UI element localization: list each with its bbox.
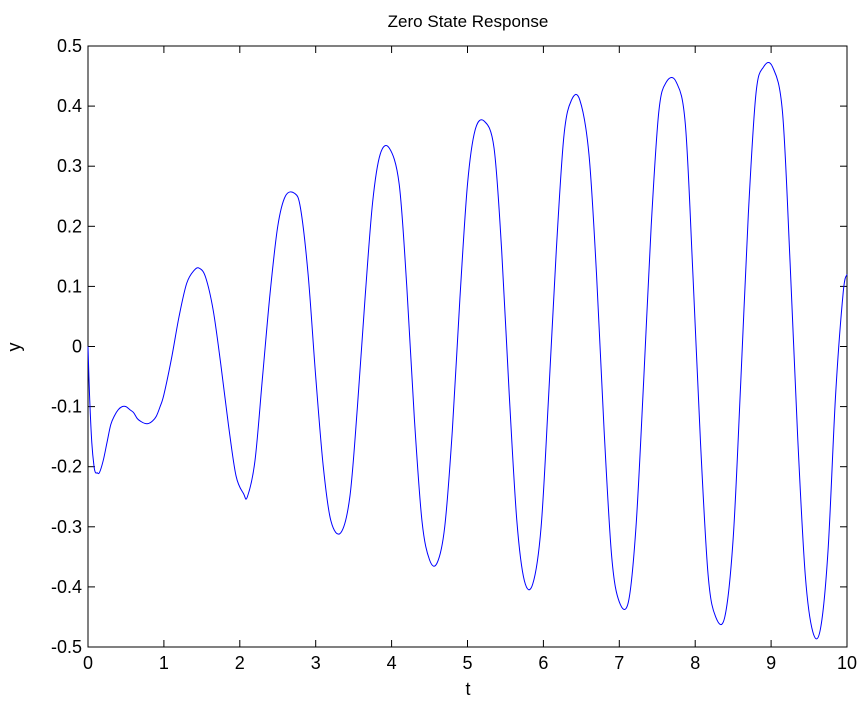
- x-tick-label: 8: [690, 653, 700, 673]
- x-tick-label: 1: [159, 653, 169, 673]
- x-tick-label: 4: [387, 653, 397, 673]
- y-tick-label: -0.4: [51, 577, 82, 597]
- y-tick-label: 0.3: [57, 156, 82, 176]
- x-tick-label: 6: [538, 653, 548, 673]
- x-axis-tick-labels: 0 1 2 3 4 5 6 7 8 9 10: [83, 653, 857, 673]
- y-axis-label: y: [4, 343, 24, 352]
- x-tick-label: 5: [462, 653, 472, 673]
- x-tick-label: 2: [235, 653, 245, 673]
- plot-area: [87, 45, 848, 648]
- x-tick-label: 0: [83, 653, 93, 673]
- y-tick-label: 0.1: [57, 276, 82, 296]
- chart-title: Zero State Response: [388, 12, 549, 31]
- y-axis-tick-labels: 0.5 0.4 0.3 0.2 0.1 0 -0.1 -0.2 -0.3 -0.4 -0.5: [51, 36, 82, 657]
- x-tick-label: 10: [837, 653, 857, 673]
- x-tick-label: 7: [614, 653, 624, 673]
- y-tick-label: 0.5: [57, 36, 82, 56]
- series-line: [87, 62, 848, 640]
- y-tick-label: -0.1: [51, 397, 82, 417]
- y-tick-label: 0: [72, 337, 82, 357]
- axis-ticks: [87, 45, 848, 648]
- y-tick-label: -0.2: [51, 457, 82, 477]
- y-tick-label: 0.2: [57, 216, 82, 236]
- x-axis-label: t: [465, 679, 470, 699]
- x-tick-label: 9: [766, 653, 776, 673]
- y-tick-label: -0.3: [51, 517, 82, 537]
- y-tick-label: -0.5: [51, 637, 82, 657]
- y-tick-label: 0.4: [57, 96, 82, 116]
- x-tick-label: 3: [311, 653, 321, 673]
